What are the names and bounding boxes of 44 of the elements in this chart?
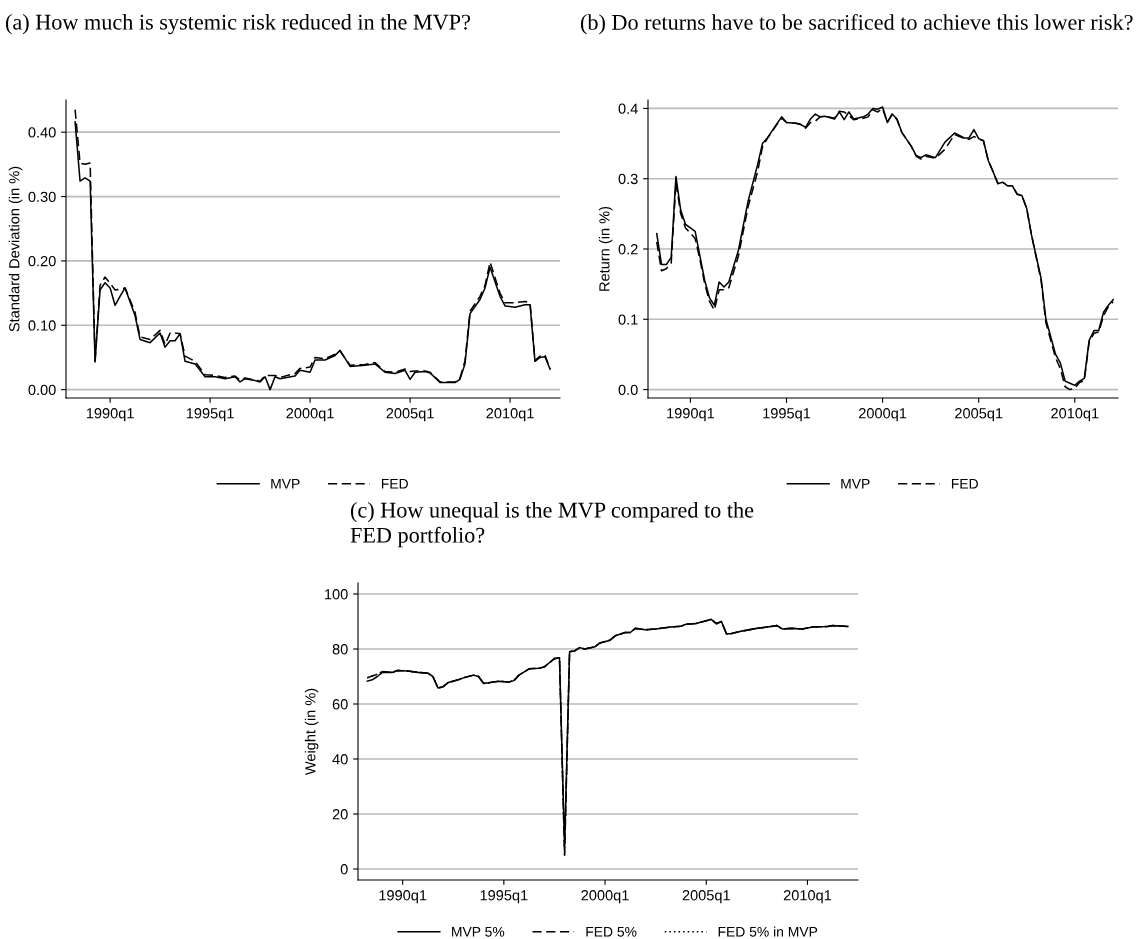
x-tick-label: 1995q1 [186,408,234,422]
y-tick-label: 0.3 [618,173,638,185]
y-tick-label: 80 [332,644,348,655]
chart-title: (a) How much is systemic risk reduced in the MVP? [5,14,471,35]
y-tick-label: 0.4 [618,103,638,114]
legend-label: FED 5% [586,926,637,937]
x-tick-label: 2000q1 [581,890,629,904]
legend-label: FED 5% in MVP [718,926,818,937]
x-tick-label: 2000q1 [286,408,334,422]
x-tick-label: 1990q1 [86,408,134,422]
y-axis-title: Standard Deviation (in %) [8,166,23,332]
y-tick-label: 0.30 [28,191,56,202]
chart-title: (b) Do returns have to be sacrificed to achieve this lower risk? [580,14,1133,35]
y-tick-label: 0.10 [28,320,56,331]
y-axis-title: Return (in %) [598,206,613,291]
x-tick-label: 2005q1 [682,890,730,904]
legend-label: FED [381,479,408,489]
y-tick-label: 20 [332,809,348,820]
y-axis-title: Weight (in %) [304,688,319,776]
y-tick-label: 0.40 [28,127,56,138]
y-tick-label: 100 [325,589,348,600]
legend-label: MVP 5% [452,926,505,937]
x-tick-label: 2010q1 [783,890,832,904]
y-tick-label: 0.2 [618,244,638,255]
x-tick-label: 1990q1 [667,408,715,422]
x-tick-label: 2000q1 [858,408,907,422]
x-tick-label: 1990q1 [379,890,427,904]
y-tick-label: 0.20 [28,256,56,267]
legend-label: FED [951,479,978,489]
legend-label: MVP [271,479,300,489]
chart-title: (c) How unequal is the MVP compared to the FED portfolio? [350,502,754,548]
x-tick-label: 2010q1 [486,408,534,422]
x-tick-label: 1995q1 [763,408,811,422]
x-tick-label: 2005q1 [386,408,434,422]
x-tick-label: 2010q1 [1051,408,1099,422]
y-tick-label: 0.00 [28,384,56,396]
y-tick-label: 0 [340,864,348,875]
x-tick-label: 2005q1 [955,408,1003,422]
y-tick-label: 0.0 [618,384,638,395]
x-tick-label: 1995q1 [480,890,528,904]
y-tick-label: 40 [332,754,348,765]
y-tick-label: 60 [332,699,348,710]
y-tick-label: 0.1 [618,314,638,325]
legend-label: MVP [841,479,870,489]
